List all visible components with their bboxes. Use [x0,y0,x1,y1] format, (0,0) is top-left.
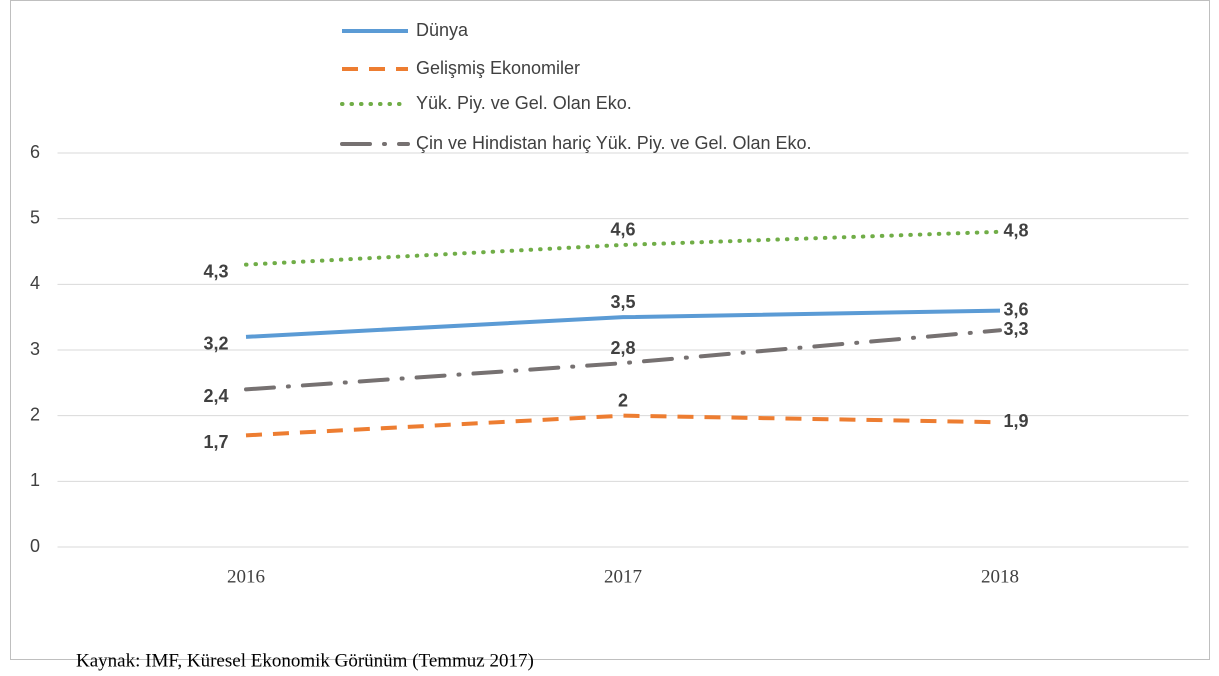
y-tick-label: 1 [30,470,40,490]
data-label: 3,6 [1003,299,1028,319]
data-label: 4,6 [610,220,635,240]
data-label: 3,5 [610,292,635,312]
series-line [244,229,1002,267]
y-tick-label: 2 [30,404,40,424]
x-tick-label: 2017 [604,566,642,587]
data-label: 3,2 [203,334,228,354]
y-tick-label: 0 [30,536,40,556]
data-label: 1,9 [1003,411,1028,431]
x-tick-label: 2016 [227,566,265,587]
source-note: Kaynak: IMF, Küresel Ekonomik Görünüm (T… [76,650,534,671]
y-tick-label: 4 [30,273,40,293]
data-label: 2,4 [203,386,228,406]
legend-label: Çin ve Hindistan hariç Yük. Piy. ve Gel.… [416,133,812,153]
series-line [245,308,1001,339]
legend-label: Yük. Piy. ve Gel. Olan Eko. [416,93,632,113]
series-line [244,328,1002,392]
data-label: 2,8 [610,338,635,358]
data-label: 4,8 [1003,221,1028,241]
frame [10,0,1210,660]
y-tick-label: 6 [30,142,40,162]
y-tick-label: 5 [30,207,40,227]
legend-label: Dünya [416,20,469,40]
legend-label: Gelişmiş Ekonomiler [416,58,580,78]
series-line [245,413,1001,438]
data-label: 1,7 [203,432,228,452]
y-tick-label: 3 [30,339,40,359]
x-tick-label: 2018 [981,566,1019,587]
data-label: 2 [618,390,628,410]
data-label: 3,3 [1003,319,1028,339]
data-label: 4,3 [203,261,228,281]
